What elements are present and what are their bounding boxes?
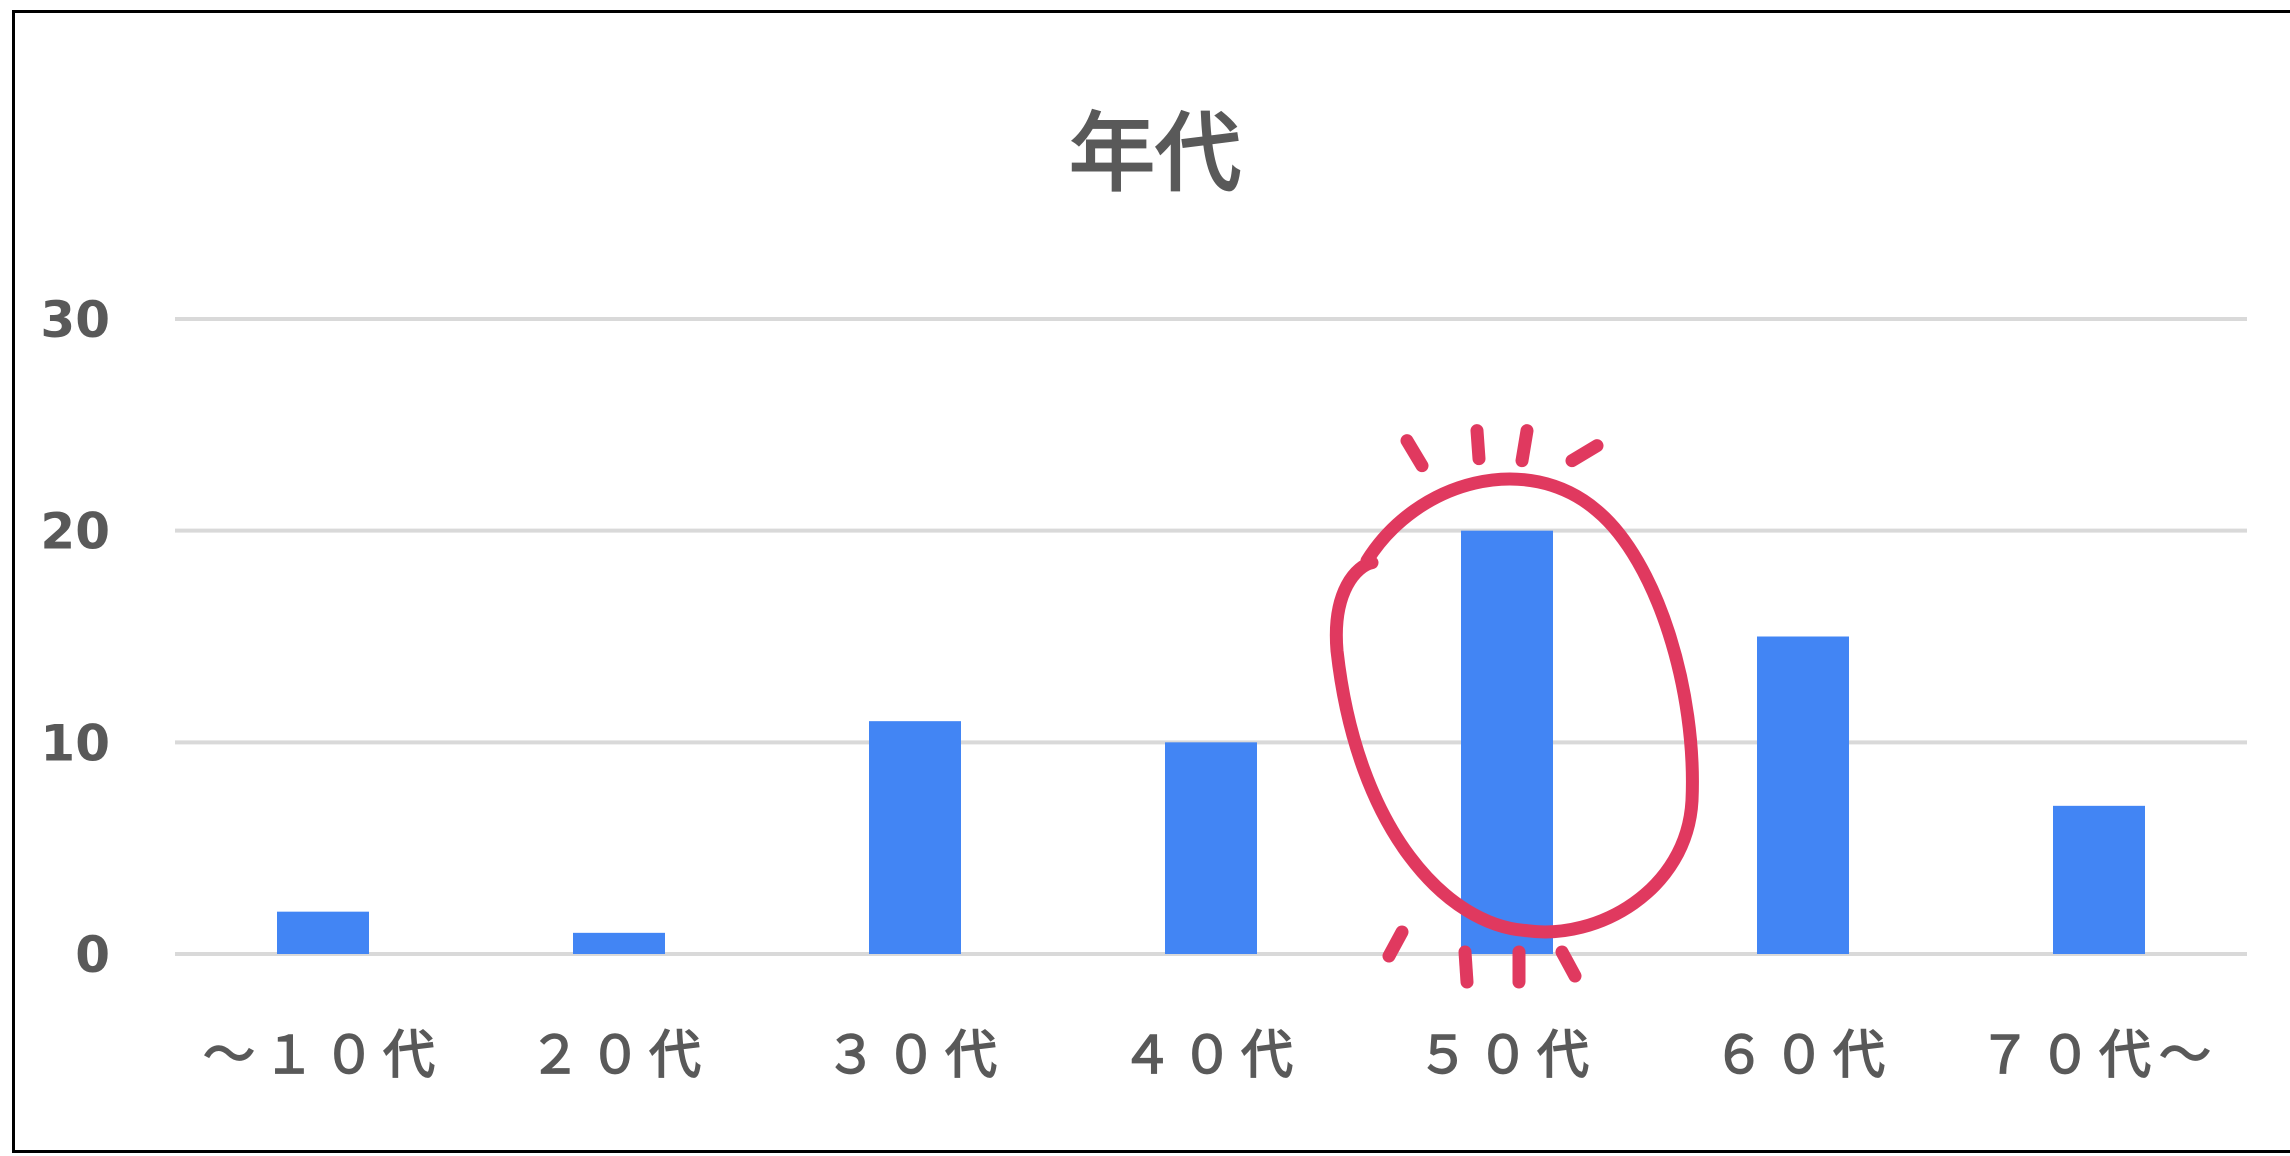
emphasis-mark [1565,439,1604,468]
x-tick-label: ３０代 [825,1026,1005,1086]
bars [277,530,2145,954]
emphasis-mark [1400,434,1429,473]
x-tick-label: ７０代～ [1979,1026,2219,1086]
emphasis-mark [1515,424,1534,468]
bar-3 [869,721,961,954]
bar-1 [277,911,369,954]
x-tick-label: ２０代 [529,1026,709,1086]
x-tick-label: ～１０代 [203,1026,443,1086]
highlight-circle [1329,472,1699,939]
bar-7 [2053,805,2145,954]
emphasis-mark [1458,945,1474,989]
chart-svg: 0 10 20 30 ～１０代 ２０代 ３０代 ４０代 ５０代 ６０代 ７０代～ 年代 [40,104,2247,1086]
emphasis-mark [1382,925,1409,963]
emphasis-mark [1555,945,1582,983]
x-tick-label: ６０代 [1713,1026,1893,1086]
bar-4 [1165,742,1257,954]
chart-title: 年代 [1069,104,1241,204]
y-tick-label: 10 [40,714,110,772]
y-tick-label: 30 [40,291,110,349]
highlight-annotation [1329,424,1699,989]
bar-6 [1757,636,1849,954]
x-axis-ticks: ～１０代 ２０代 ３０代 ４０代 ５０代 ６０代 ７０代～ [203,1026,2219,1086]
y-axis-ticks: 0 10 20 30 [40,291,110,984]
y-tick-label: 0 [75,926,110,984]
x-tick-label: ４０代 [1121,1026,1301,1086]
x-tick-label: ５０代 [1417,1026,1597,1086]
bar-2 [573,932,665,954]
bar-5 [1461,530,1553,954]
y-tick-label: 20 [40,503,110,561]
emphasis-mark [1470,424,1486,466]
chart-frame: 0 10 20 30 ～１０代 ２０代 ３０代 ４０代 ５０代 ６０代 ７０代～ 年代 [12,10,2290,1153]
